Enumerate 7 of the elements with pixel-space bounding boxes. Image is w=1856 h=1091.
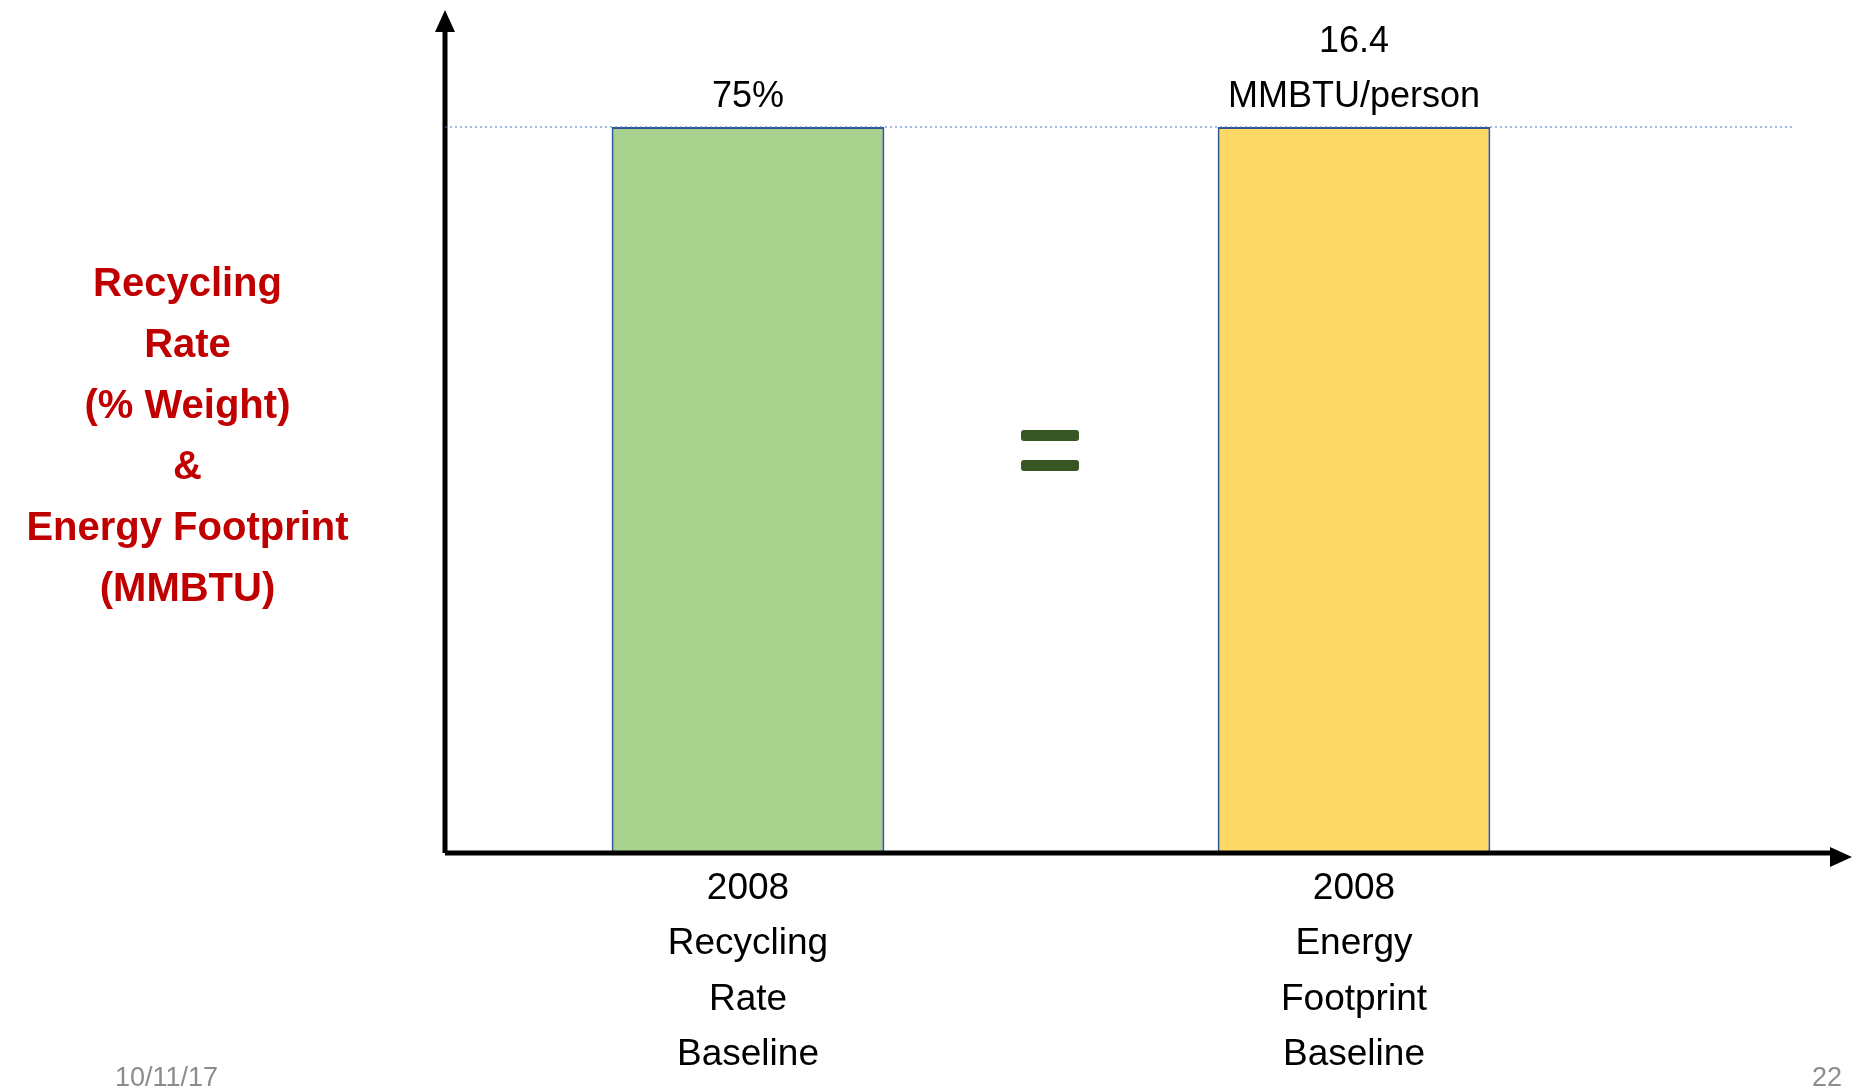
y-axis-title: Recycling Rate (% Weight) & Energy Footprint (MMBTU) xyxy=(25,259,350,611)
x-tick-label: 2008 Energy Footprint Baseline xyxy=(1280,865,1428,1074)
text: 22 xyxy=(1811,1062,1842,1091)
x-tick-label: 2008 Recycling Rate Baseline xyxy=(667,865,829,1074)
data-label: 75% xyxy=(711,73,785,115)
data-label: 16.4 MMBTU/person xyxy=(1227,18,1481,115)
text: 10/11/17 xyxy=(115,1062,219,1091)
